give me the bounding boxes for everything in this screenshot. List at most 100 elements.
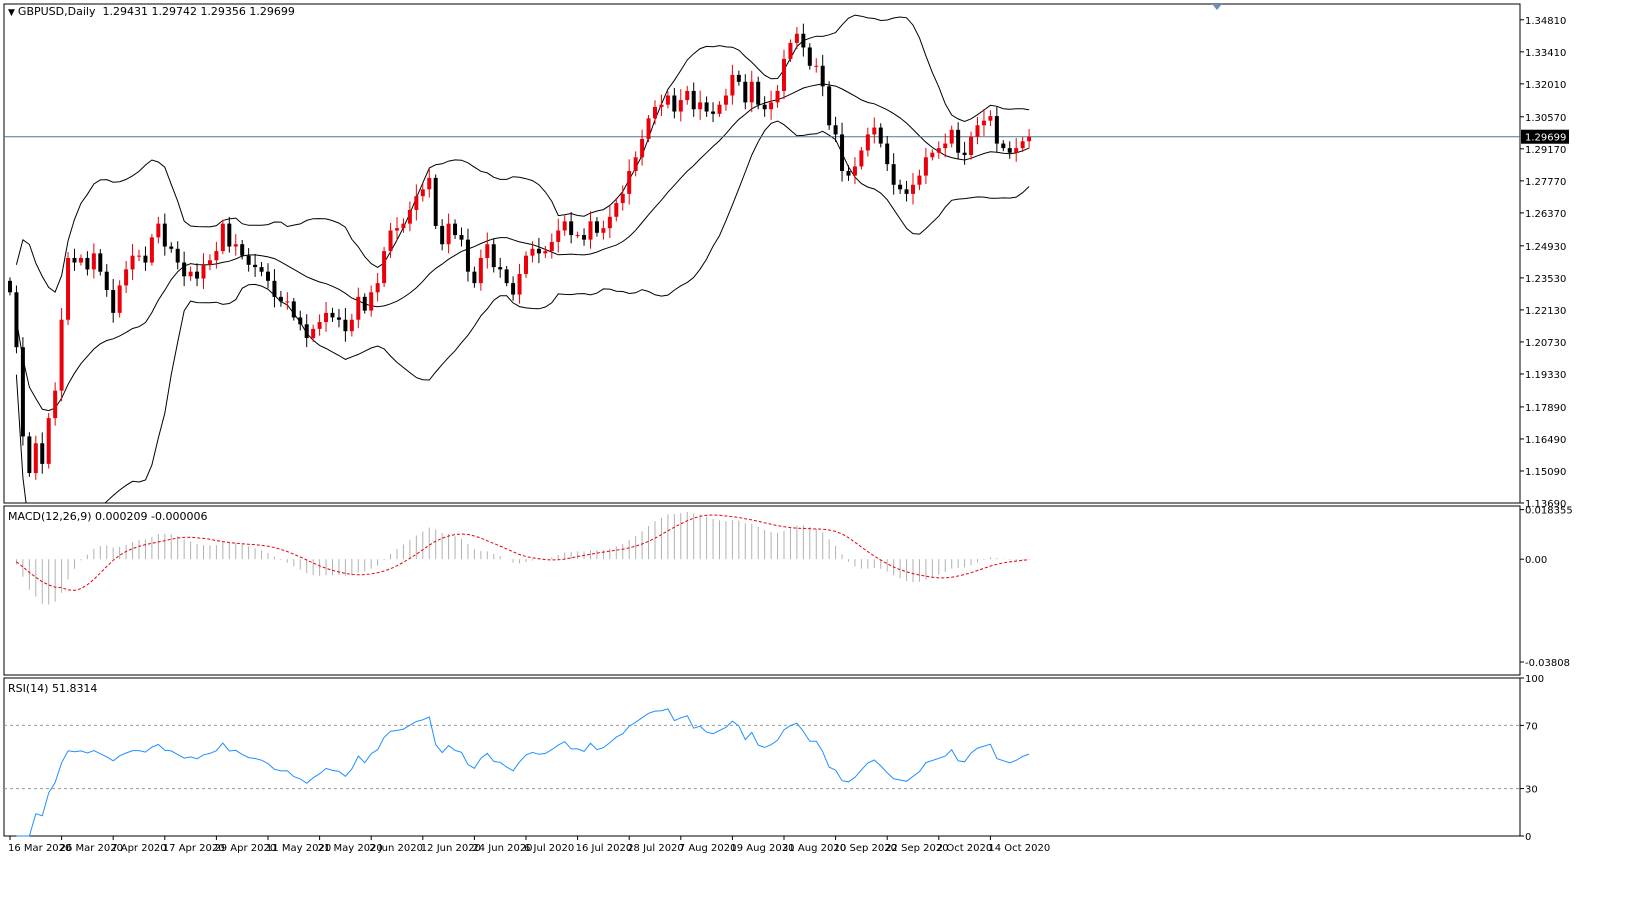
candle [691, 82, 696, 117]
candle [543, 246, 548, 258]
candle [137, 249, 141, 262]
candle [420, 183, 425, 202]
candle [369, 285, 374, 317]
candle-body [601, 228, 606, 233]
candle [317, 314, 322, 336]
candle [33, 435, 38, 480]
candle [227, 216, 232, 253]
candle-body [91, 253, 96, 270]
candle [491, 238, 496, 273]
candle-body [769, 102, 774, 110]
date-tick-label: 2 Jun 2020 [369, 843, 423, 854]
candle-body [1014, 148, 1019, 153]
candle-body [1020, 141, 1025, 149]
candle-body [678, 100, 683, 112]
candle-body [949, 129, 954, 144]
candle-body [433, 177, 438, 226]
candle-body [8, 280, 12, 293]
price-tick-label: 1.33410 [1525, 48, 1566, 59]
candle [885, 135, 890, 171]
candle-body [717, 104, 722, 114]
candle [956, 122, 961, 160]
candle [278, 290, 283, 307]
candle [704, 96, 709, 117]
candle-body [885, 143, 890, 165]
candle-body [382, 251, 387, 284]
candle-body [794, 33, 799, 43]
candle-body [459, 235, 464, 240]
candle-body [356, 296, 361, 320]
candle [865, 127, 870, 157]
candle-body [788, 42, 793, 59]
candle-body [640, 138, 645, 158]
candle-body [156, 223, 161, 238]
rsi-line [16, 708, 1030, 837]
candle-body [298, 317, 303, 325]
candle-body [72, 257, 77, 263]
ohlc-values: 1.29431 1.29742 1.29356 1.29699 [102, 5, 295, 18]
candle [104, 264, 109, 297]
candle [930, 149, 935, 161]
candle [311, 324, 316, 342]
candle-body [891, 164, 896, 185]
panel-frame [3, 505, 1521, 676]
candle-body [582, 235, 587, 240]
candle-body [633, 157, 638, 172]
candle-body [730, 74, 735, 96]
candle [453, 219, 458, 239]
candle-body [911, 184, 915, 194]
candle [78, 254, 83, 266]
candle [207, 254, 212, 271]
candle-body [801, 33, 806, 48]
candle [440, 219, 445, 251]
candle-body [562, 221, 567, 231]
candle-body [698, 102, 703, 110]
candle-body [872, 127, 877, 135]
candle-body [852, 166, 857, 176]
date-tick-label: 7 Apr 2020 [111, 843, 166, 854]
dropdown-triangle-icon[interactable]: ▼ [8, 8, 15, 18]
axes: 1.34810 1.33410 1.32010 1.30570 1.29170 1.277… [8, 4, 1573, 854]
candle-body [14, 292, 19, 348]
candle-body [66, 257, 71, 320]
candle [478, 249, 483, 291]
price-tick-label: 1.34810 [1525, 16, 1566, 27]
candle-body [420, 189, 425, 197]
candle-body [98, 253, 103, 272]
candle [433, 174, 438, 230]
candle [427, 168, 432, 198]
candle [524, 251, 528, 278]
candle [594, 217, 599, 237]
candle [536, 237, 541, 264]
candle [549, 233, 554, 259]
date-tick-label: 17 Apr 2020 [163, 843, 225, 854]
candle [994, 106, 999, 152]
candle [214, 241, 219, 269]
price-tick-label: 1.30570 [1525, 113, 1566, 124]
candle-body [646, 118, 651, 139]
chart-shift-marker [1212, 4, 1222, 10]
candle [349, 313, 354, 337]
candle-body [878, 127, 883, 144]
candle [72, 248, 77, 271]
candle-body [85, 257, 90, 270]
candle [582, 228, 587, 246]
date-tick-label: 28 Jul 2020 [627, 843, 684, 854]
candle-body [27, 436, 32, 474]
candle-body [685, 90, 690, 101]
candle-body [904, 189, 909, 194]
candle-body [33, 443, 38, 474]
candle-body [53, 390, 58, 419]
panel-frame [3, 677, 1521, 837]
candle [401, 218, 406, 233]
candle-body [220, 223, 225, 252]
candle-body [330, 312, 335, 318]
candle [911, 172, 915, 205]
price-tick-label: 1.23530 [1525, 274, 1566, 285]
candle-body [362, 296, 367, 311]
candle-body [969, 136, 974, 156]
candle-body [195, 271, 200, 279]
candle [124, 260, 129, 293]
